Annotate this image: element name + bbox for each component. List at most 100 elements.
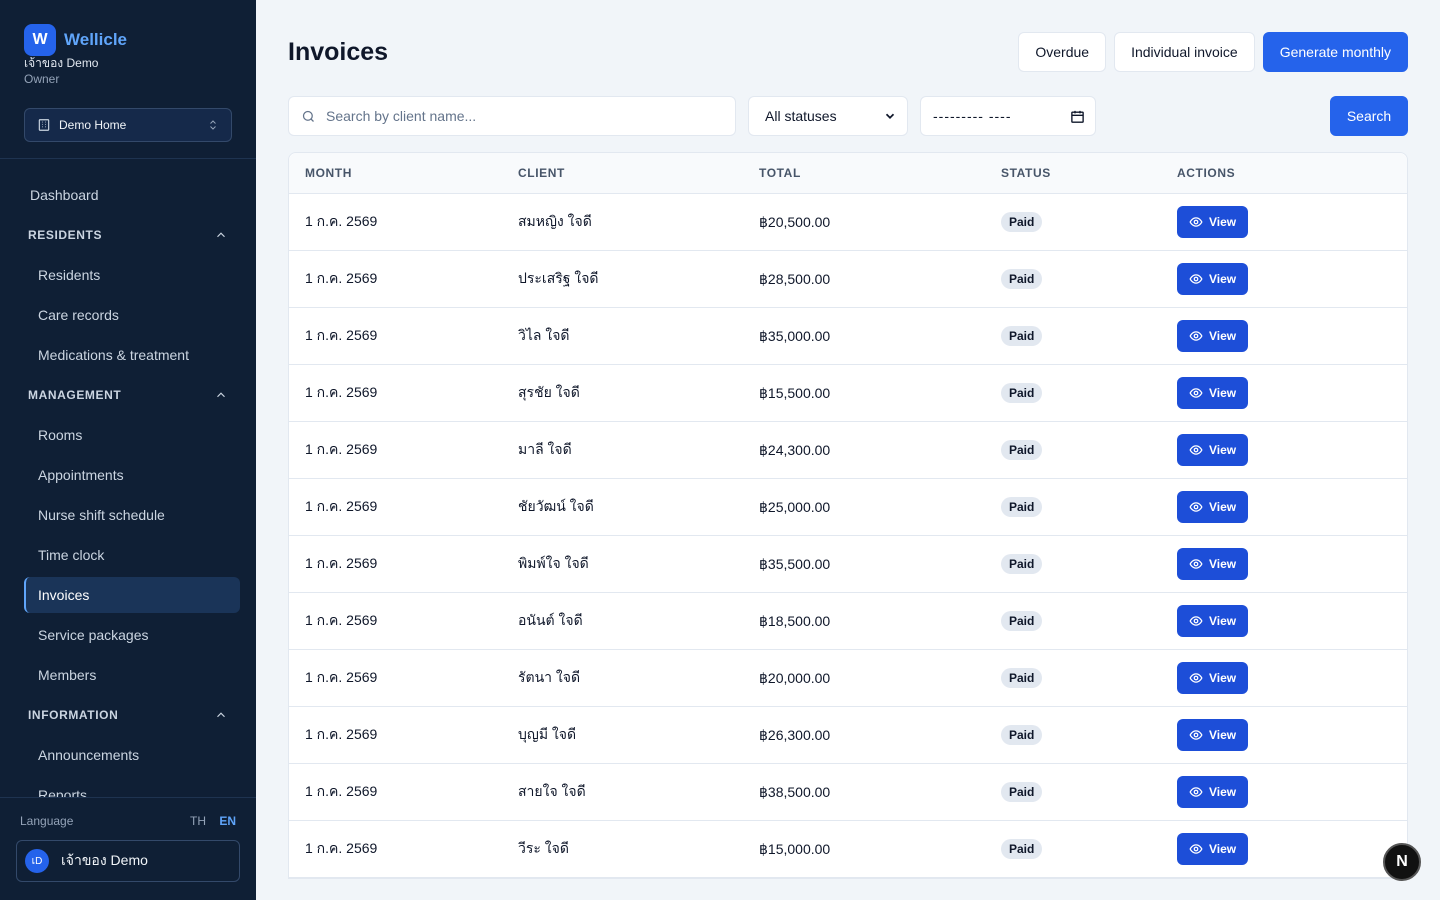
cell-status: Paid <box>1001 725 1177 745</box>
individual-invoice-button[interactable]: Individual invoice <box>1114 32 1255 72</box>
chevron-down-icon <box>885 113 895 119</box>
status-badge: Paid <box>1001 497 1043 517</box>
sidebar-item-reports[interactable]: Reports <box>38 787 88 797</box>
brand[interactable]: W Wellicle <box>24 24 232 56</box>
table-row: 1 ก.ค. 2569 วีระ ใจดี ฿15,000.00 Paid View <box>289 821 1407 878</box>
eye-icon <box>1189 673 1203 683</box>
cell-actions: View <box>1177 263 1407 295</box>
status-badge: Paid <box>1001 440 1043 460</box>
cell-month: 1 ก.ค. 2569 <box>305 669 378 685</box>
table-row: 1 ก.ค. 2569 มาลี ใจดี ฿24,300.00 Paid View <box>289 422 1407 479</box>
brand-name: Wellicle <box>64 30 127 49</box>
eye-icon <box>1189 730 1203 740</box>
view-button-label: View <box>1209 386 1237 400</box>
month-date-input[interactable]: --------- ---- <box>920 96 1096 136</box>
home-selector[interactable]: Demo Home <box>24 108 232 142</box>
table-body: 1 ก.ค. 2569 สมหญิง ใจดี ฿20,500.00 Paid View… <box>289 194 1407 878</box>
cell-month: 1 ก.ค. 2569 <box>305 213 378 229</box>
cell-actions: View <box>1177 605 1407 637</box>
column-header-actions: ACTIONS <box>1177 166 1236 180</box>
cell-actions: View <box>1177 833 1407 865</box>
view-invoice-button[interactable]: View <box>1177 491 1249 523</box>
search-input[interactable]: Search by client name... <box>288 96 736 136</box>
sidebar-item-rooms[interactable]: Rooms <box>38 427 83 443</box>
cell-total: ฿20,000.00 <box>759 669 831 686</box>
view-invoice-button[interactable]: View <box>1177 377 1249 409</box>
view-invoice-button[interactable]: View <box>1177 719 1249 751</box>
column-header-status[interactable]: STATUS <box>1001 166 1051 180</box>
view-invoice-button[interactable]: View <box>1177 434 1249 466</box>
cell-status: Paid <box>1001 497 1177 517</box>
lang-th-button[interactable]: TH <box>189 814 206 828</box>
sidebar-item-service-packages[interactable]: Service packages <box>38 627 149 643</box>
cell-status: Paid <box>1001 554 1177 574</box>
view-invoice-button[interactable]: View <box>1177 776 1249 808</box>
eye-icon <box>1189 274 1203 284</box>
cell-total: ฿15,500.00 <box>759 384 831 401</box>
language-label: Language <box>20 814 74 828</box>
view-invoice-button[interactable]: View <box>1177 206 1249 238</box>
cell-status: Paid <box>1001 782 1177 802</box>
cell-month: 1 ก.ค. 2569 <box>305 270 378 286</box>
column-header-month[interactable]: MONTH <box>305 166 352 180</box>
lang-en-button[interactable]: EN <box>219 814 236 828</box>
section-title: RESIDENTS <box>28 228 103 242</box>
view-invoice-button[interactable]: View <box>1177 548 1249 580</box>
status-badge: Paid <box>1001 839 1043 859</box>
sidebar-item-dashboard[interactable]: Dashboard <box>30 187 99 203</box>
sidebar-item-announcements[interactable]: Announcements <box>38 747 140 763</box>
account-name: เจ้าของ Demo <box>61 852 148 868</box>
overdue-button[interactable]: Overdue <box>1018 32 1107 72</box>
table-row: 1 ก.ค. 2569 ชัยวัฒน์ ใจดี ฿25,000.00 Paid Vi… <box>289 479 1407 536</box>
sidebar-item-members[interactable]: Members <box>38 667 97 683</box>
sidebar-item-nurse-shift-schedule[interactable]: Nurse shift schedule <box>38 507 165 523</box>
account-menu[interactable]: เD เจ้าของ Demo <box>16 840 240 882</box>
sidebar-item-residents[interactable]: Residents <box>38 267 101 283</box>
table-row: 1 ก.ค. 2569 พิมพ์ใจ ใจดี ฿35,500.00 Paid Vie… <box>289 536 1407 593</box>
cell-total: ฿28,500.00 <box>759 270 831 287</box>
generate-monthly-button[interactable]: Generate monthly <box>1262 32 1408 72</box>
avatar: เD <box>25 849 49 873</box>
cell-month: 1 ก.ค. 2569 <box>305 612 378 628</box>
column-header-client[interactable]: CLIENT <box>518 166 565 180</box>
sidebar-user-name: เจ้าของ Demo <box>24 56 99 70</box>
sidebar: W Wellicle เจ้าของ Demo Owner Demo Home … <box>0 0 256 900</box>
view-button-label: View <box>1209 785 1237 799</box>
view-invoice-button[interactable]: View <box>1177 833 1249 865</box>
eye-icon <box>1189 502 1203 512</box>
status-badge: Paid <box>1001 611 1043 631</box>
cell-client: รัตนา ใจดี <box>518 669 581 685</box>
view-invoice-button[interactable]: View <box>1177 263 1249 295</box>
cell-actions: View <box>1177 320 1407 352</box>
sidebar-item-appointments[interactable]: Appointments <box>38 467 124 483</box>
search-button[interactable]: Search <box>1330 96 1408 136</box>
cell-total: ฿35,500.00 <box>759 555 831 572</box>
table-row: 1 ก.ค. 2569 วิไล ใจดี ฿35,000.00 Paid View <box>289 308 1407 365</box>
sidebar-user-role: Owner <box>24 72 60 86</box>
cell-client: วิไล ใจดี <box>518 327 570 343</box>
cell-month: 1 ก.ค. 2569 <box>305 840 378 856</box>
section-residents[interactable]: RESIDENTS <box>24 217 240 253</box>
sidebar-item-invoices[interactable]: Invoices <box>24 577 240 613</box>
view-invoice-button[interactable]: View <box>1177 605 1249 637</box>
table-row: 1 ก.ค. 2569 บุญมี ใจดี ฿26,300.00 Paid View <box>289 707 1407 764</box>
view-invoice-button[interactable]: View <box>1177 320 1249 352</box>
sidebar-item-time-clock[interactable]: Time clock <box>38 547 105 563</box>
status-select-value: All statuses <box>765 108 837 124</box>
next-dev-indicator[interactable]: N <box>1383 843 1421 881</box>
column-header-total[interactable]: TOTAL <box>759 166 801 180</box>
section-management[interactable]: MANAGEMENT <box>24 377 240 413</box>
status-select[interactable]: All statuses <box>748 96 908 136</box>
table-row: 1 ก.ค. 2569 สมหญิง ใจดี ฿20,500.00 Paid View <box>289 194 1407 251</box>
sidebar-item-medications[interactable]: Medications & treatment <box>38 347 189 363</box>
cell-actions: View <box>1177 662 1407 694</box>
sidebar-footer: Language TH EN เD เจ้าของ Demo <box>0 797 256 900</box>
status-badge: Paid <box>1001 383 1043 403</box>
page-title: Invoices <box>288 37 389 66</box>
cell-client: วีระ ใจดี <box>518 840 569 856</box>
cell-total: ฿20,500.00 <box>759 213 831 230</box>
view-invoice-button[interactable]: View <box>1177 662 1249 694</box>
sidebar-item-care-records[interactable]: Care records <box>38 307 119 323</box>
eye-icon <box>1189 331 1203 341</box>
section-information[interactable]: INFORMATION <box>24 697 240 733</box>
